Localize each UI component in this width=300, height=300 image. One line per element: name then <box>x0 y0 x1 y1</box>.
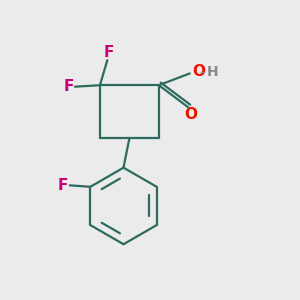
Text: H: H <box>207 65 218 79</box>
Text: F: F <box>103 45 114 60</box>
Text: F: F <box>58 178 68 193</box>
Text: F: F <box>63 79 74 94</box>
Text: O: O <box>192 64 205 79</box>
Text: O: O <box>185 107 198 122</box>
